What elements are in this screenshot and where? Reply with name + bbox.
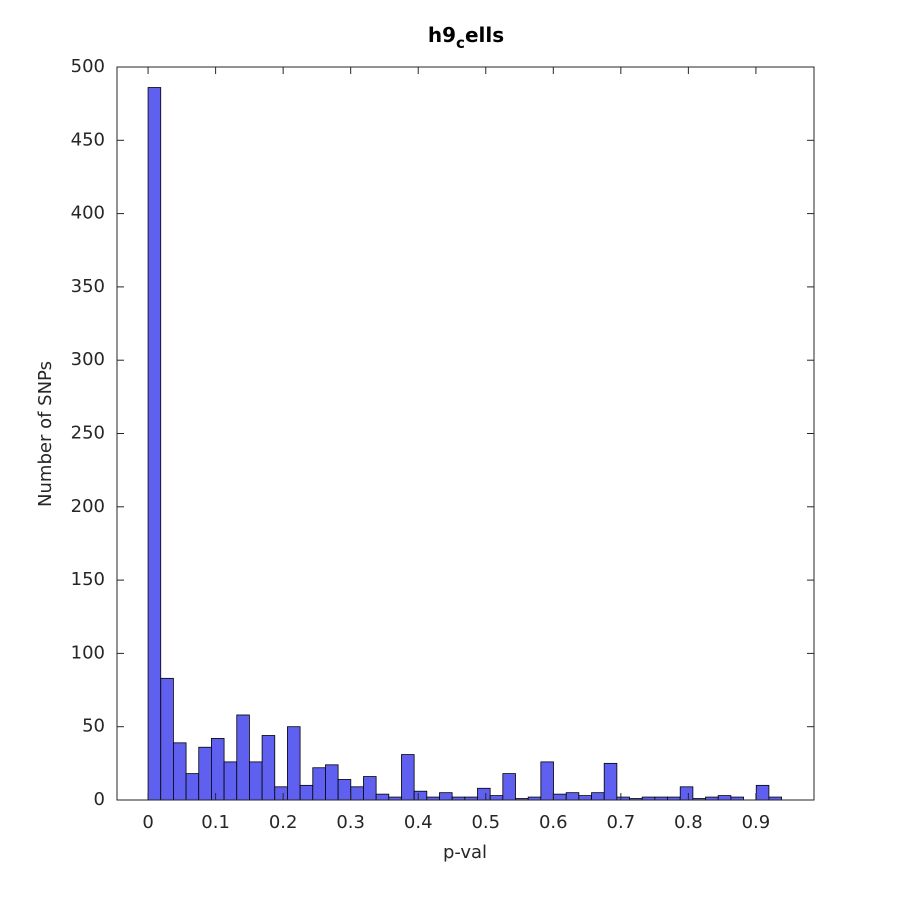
- y-tick-label: 50: [82, 716, 105, 737]
- y-tick-label: 0: [94, 789, 105, 810]
- bar: [363, 776, 377, 801]
- bar: [236, 714, 250, 801]
- bar: [261, 735, 276, 801]
- bar: [147, 87, 162, 801]
- bar: [223, 761, 238, 801]
- bar: [565, 792, 580, 801]
- bar: [477, 787, 491, 801]
- y-axis-label: Number of SNPs: [35, 361, 56, 507]
- bar: [755, 784, 770, 801]
- bar: [413, 790, 428, 801]
- x-tick-label: 0.8: [674, 812, 703, 833]
- y-tick-label: 350: [71, 276, 105, 297]
- chart-title: h9cells: [428, 23, 504, 52]
- x-tick-label: 0.9: [742, 812, 771, 833]
- bar: [375, 793, 390, 801]
- x-tick-label: 0.2: [269, 812, 298, 833]
- bar: [211, 738, 225, 801]
- bar: [578, 795, 592, 801]
- x-axis-label: p-val: [443, 842, 487, 863]
- bar: [337, 779, 352, 801]
- bar: [249, 761, 263, 801]
- x-tick-label: 0.6: [539, 812, 568, 833]
- x-tick-label: 0.5: [471, 812, 500, 833]
- bar: [439, 792, 453, 801]
- x-tick-label: 0.1: [201, 812, 230, 833]
- x-tick-label: 0.4: [404, 812, 433, 833]
- bar: [553, 793, 567, 801]
- y-tick-label: 450: [71, 129, 105, 150]
- y-tick-label: 150: [71, 569, 105, 590]
- bar: [502, 773, 516, 801]
- bar: [717, 795, 732, 801]
- bar: [350, 786, 364, 801]
- bar: [299, 784, 314, 801]
- y-tick-label: 250: [71, 423, 105, 444]
- x-tick-label: 0: [142, 812, 153, 833]
- bar: [173, 742, 187, 801]
- bar: [274, 786, 288, 801]
- bar: [401, 754, 415, 801]
- y-tick-label: 400: [71, 203, 105, 224]
- y-tick-label: 200: [71, 496, 105, 517]
- bar: [591, 792, 605, 801]
- bar: [603, 762, 618, 801]
- bar: [185, 773, 200, 801]
- x-tick-label: 0.3: [336, 812, 365, 833]
- y-tick-label: 100: [71, 642, 105, 663]
- bar: [160, 677, 174, 801]
- bar: [312, 767, 326, 801]
- bar: [325, 764, 339, 801]
- bar: [540, 761, 554, 801]
- bar: [679, 786, 694, 801]
- y-tick-label: 300: [71, 349, 105, 370]
- bar: [198, 746, 212, 801]
- bar: [287, 726, 301, 801]
- x-tick-label: 0.7: [607, 812, 636, 833]
- bar: [489, 795, 504, 801]
- y-tick-label: 500: [71, 56, 105, 77]
